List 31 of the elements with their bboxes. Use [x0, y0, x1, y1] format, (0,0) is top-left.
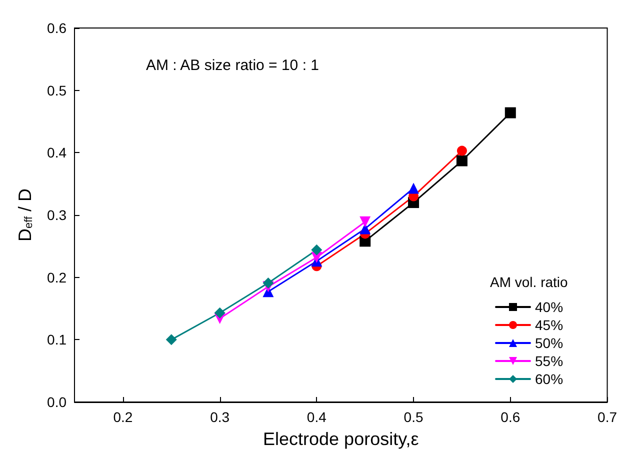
y-tick-label: 0.5: [47, 82, 67, 98]
x-tick-label: 0.6: [500, 409, 520, 425]
legend-label: 55%: [535, 353, 564, 369]
x-axis-title: Electrode porosity,ε: [263, 429, 419, 449]
y-tick-label: 0.3: [47, 207, 67, 223]
point: [262, 277, 274, 288]
x-tick-label: 0.4: [306, 409, 327, 425]
legend-label: 45%: [535, 317, 564, 333]
legend-label: 60%: [535, 371, 564, 387]
y-axis-title: Deff / D: [15, 188, 35, 242]
point: [311, 244, 322, 256]
point: [456, 146, 467, 156]
point: [214, 307, 226, 318]
annotation: AM : AB size ratio = 10 : 1: [146, 57, 319, 74]
point: [504, 107, 516, 118]
y-tick-label: 0.6: [47, 20, 67, 36]
legend-label: 40%: [535, 299, 564, 315]
y-tick-label: 0.2: [47, 269, 67, 286]
legend-title: AM vol. ratio: [490, 274, 568, 290]
y-tick-label: 0.4: [47, 144, 67, 161]
y-tick-label: 0.0: [47, 394, 67, 410]
point: [166, 334, 177, 346]
y-tick-label: 0.1: [47, 332, 67, 348]
x-tick-label: 0.7: [598, 409, 618, 425]
x-tick-label: 0.2: [113, 409, 133, 425]
legend-label: 50%: [535, 335, 564, 351]
point: [456, 155, 468, 166]
point: [360, 216, 371, 228]
point: [408, 182, 420, 194]
x-tick-label: 0.5: [404, 409, 424, 425]
x-tick-label: 0.3: [210, 409, 230, 425]
